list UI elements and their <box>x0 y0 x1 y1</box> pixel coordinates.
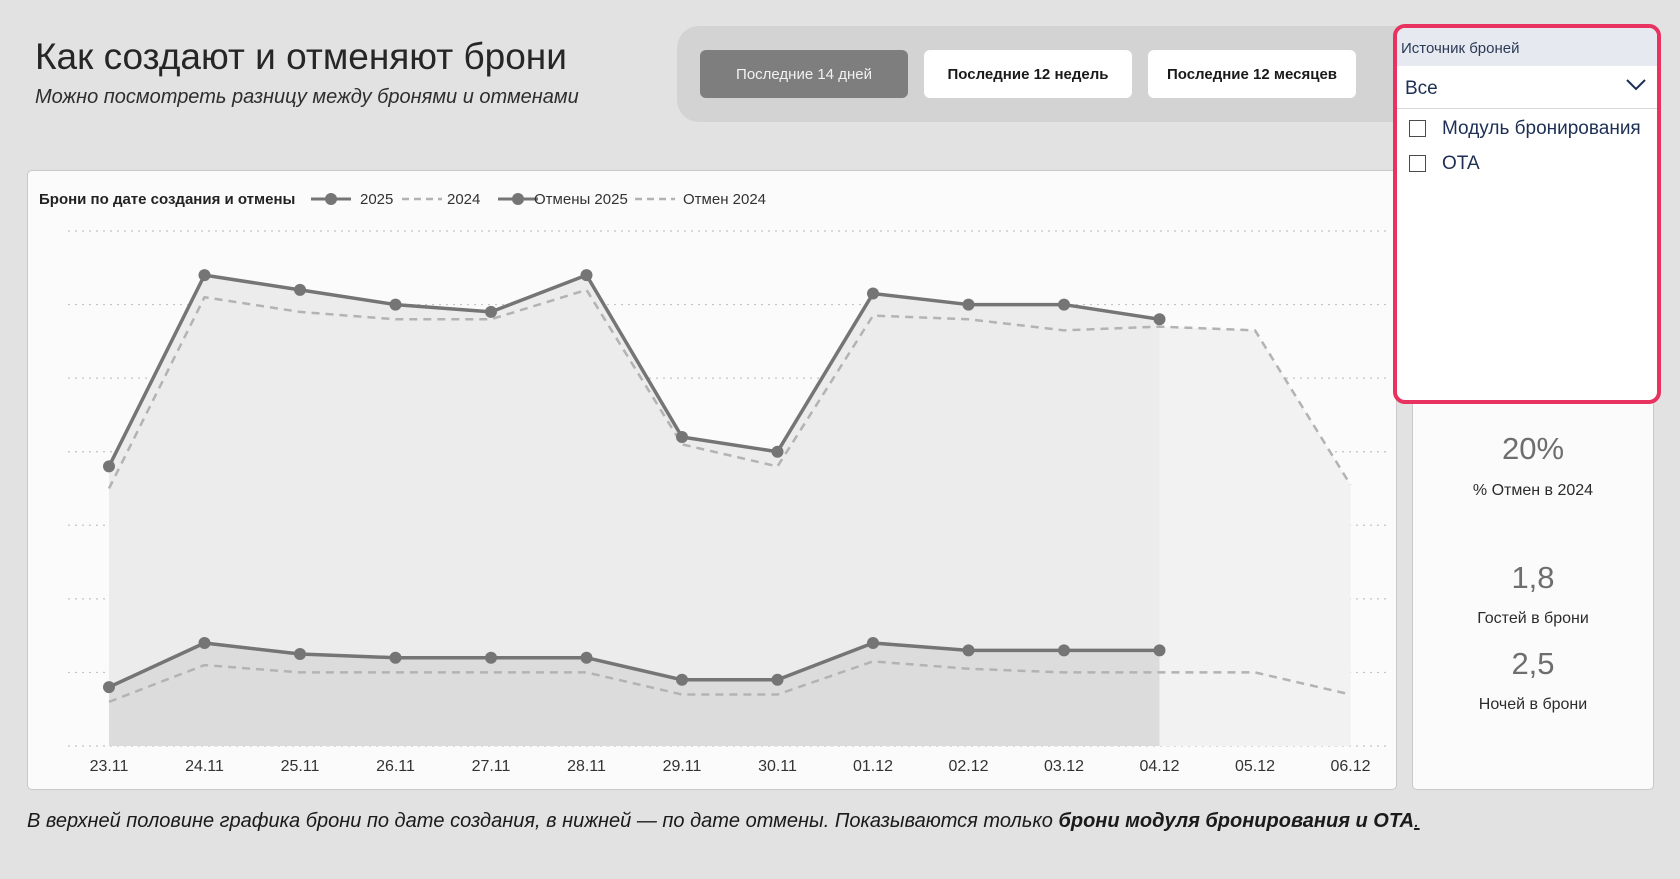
data-point-cancel-2025[interactable] <box>485 651 497 664</box>
data-point-cancel-2025[interactable] <box>1058 644 1070 657</box>
data-point-cancel-2025[interactable] <box>103 681 115 694</box>
data-point-cancel-2025[interactable] <box>676 673 688 686</box>
data-point-cancel-2025[interactable] <box>294 648 306 661</box>
slicer-option-ota[interactable]: OTA <box>1405 152 1655 180</box>
legend-label-cancel-2025: Отмены 2025 <box>534 191 628 208</box>
x-tick-label: 30.11 <box>758 758 797 775</box>
checkbox[interactable] <box>1409 155 1426 172</box>
slicer-title: Источник броней <box>1401 40 1520 57</box>
data-point-2025[interactable] <box>1153 313 1166 326</box>
chevron-down-icon[interactable] <box>1625 76 1647 92</box>
series-line-cancel-2024 <box>108 660 1351 704</box>
booking-source-slicer: Источник броней Все Модуль бронирования … <box>1393 24 1661 404</box>
x-tick-label: 04.12 <box>1139 758 1179 775</box>
data-point-2025[interactable] <box>867 287 879 300</box>
period-button-12-months[interactable]: Последние 12 месяцев <box>1148 50 1356 98</box>
slicer-option-booking-module[interactable]: Модуль бронирования <box>1405 117 1655 145</box>
slicer-selected-value: Все <box>1405 78 1438 99</box>
data-point-cancel-2025[interactable] <box>771 673 784 686</box>
period-button-12-weeks[interactable]: Последние 12 недель <box>924 50 1132 98</box>
data-point-cancel-2025[interactable] <box>962 644 975 657</box>
x-tick-label: 26.11 <box>376 758 415 775</box>
x-tick-label: 29.11 <box>663 758 702 775</box>
data-point-cancel-2025[interactable] <box>389 651 402 664</box>
slicer-dropdown[interactable]: Все <box>1397 66 1657 109</box>
series-line-2025 <box>107 273 1160 468</box>
x-tick-label: 27.11 <box>472 758 511 775</box>
bookings-line-chart: 23.11 24.11 25.11 26.11 27.11 28.11 29.11 30.11… <box>39 191 1390 775</box>
period-button-14-days[interactable]: Последние 14 дней <box>700 50 908 98</box>
x-tick-label: 02.12 <box>948 758 988 775</box>
slicer-option-label: Модуль бронирования <box>1442 118 1641 139</box>
kpi-cancel-rate-label: % Отмен в 2024 <box>1472 482 1594 499</box>
x-tick-label: 06.12 <box>1330 758 1370 775</box>
x-tick-label: 25.11 <box>281 758 320 775</box>
x-tick-label: 24.11 <box>185 758 224 775</box>
checkbox[interactable] <box>1409 120 1426 137</box>
page-subtitle: Можно посмотреть разницу между бронями и… <box>35 86 579 108</box>
legend-label-2025: 2025 <box>360 191 393 208</box>
footnote: В верхней половине графика брони по дате… <box>27 810 1420 833</box>
slicer-header: Источник броней <box>1397 28 1657 66</box>
data-point-2025[interactable] <box>580 269 593 282</box>
kpi-nights-value: 2,5 <box>1511 646 1555 681</box>
period-selector: Последние 14 дней Последние 12 недель По… <box>677 26 1437 122</box>
x-tick-label: 28.11 <box>567 758 606 775</box>
area-2025 <box>109 275 1160 746</box>
data-point-cancel-2025[interactable] <box>1153 644 1166 657</box>
area-cancel-2025 <box>109 643 1160 746</box>
data-point-2025[interactable] <box>676 431 688 443</box>
data-point-2025[interactable] <box>1058 298 1070 311</box>
legend-label-2024: 2024 <box>447 191 480 208</box>
data-point-2025[interactable] <box>771 445 784 458</box>
data-point-2025[interactable] <box>198 269 211 282</box>
footnote-text: В верхней половине графика брони по дате… <box>27 810 1059 832</box>
data-point-2025[interactable] <box>294 283 306 296</box>
chart-title: Брони по дате создания и отмены <box>39 191 295 208</box>
kpi-guests-value: 1,8 <box>1511 560 1555 595</box>
x-tick-label: 05.12 <box>1235 758 1275 775</box>
slicer-option-label: OTA <box>1442 153 1480 174</box>
kpi-cancel-rate-value: 20% <box>1501 431 1565 466</box>
x-tick-label: 03.12 <box>1044 758 1084 775</box>
series-line-cancel-2025 <box>108 641 1160 689</box>
data-point-cancel-2025[interactable] <box>198 637 211 649</box>
footnote-bold: брони модуля бронирования и OTA <box>1058 810 1415 832</box>
kpi-nights-label: Ночей в брони <box>1478 696 1588 713</box>
data-point-2025[interactable] <box>485 305 497 318</box>
series-line-2024 <box>107 288 1352 490</box>
x-tick-label: 01.12 <box>853 758 893 775</box>
kpi-guests-label: Гостей в брони <box>1477 610 1589 627</box>
data-point-cancel-2025[interactable] <box>580 651 593 664</box>
page-title: Как создают и отменяют брони <box>35 36 567 77</box>
data-point-2025[interactable] <box>103 460 115 473</box>
legend-marker-cancel-2025 <box>512 193 524 205</box>
bookings-chart-card: 23.11 24.11 25.11 26.11 27.11 28.11 29.11 30.11… <box>27 170 1397 790</box>
kpi-card: 20% % Отмен в 2024 1,8 Гостей в брони 2,… <box>1412 380 1654 790</box>
data-point-2025[interactable] <box>962 298 975 311</box>
legend-label-cancel-2024: Отмен 2024 <box>683 191 766 208</box>
data-point-2025[interactable] <box>389 298 402 311</box>
data-point-cancel-2025[interactable] <box>867 637 879 649</box>
legend-marker-2025 <box>325 193 337 205</box>
footnote-end: . <box>1414 810 1420 832</box>
x-tick-label: 23.11 <box>90 758 129 775</box>
